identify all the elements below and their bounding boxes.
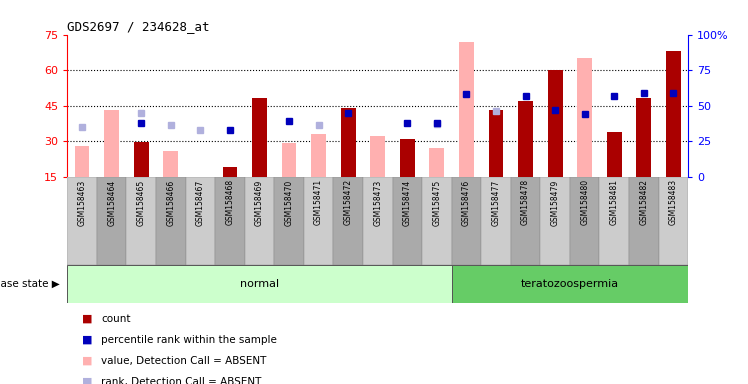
Bar: [393, 177, 422, 265]
Bar: [666, 51, 681, 177]
Bar: [156, 177, 186, 265]
Bar: [341, 108, 355, 177]
Text: GSM158478: GSM158478: [521, 179, 530, 225]
Bar: [245, 177, 275, 265]
Text: GSM158481: GSM158481: [610, 179, 619, 225]
Text: GDS2697 / 234628_at: GDS2697 / 234628_at: [67, 20, 210, 33]
Text: GSM158469: GSM158469: [255, 179, 264, 225]
Bar: [363, 177, 393, 265]
Text: GSM158464: GSM158464: [107, 179, 116, 225]
Text: GSM158466: GSM158466: [166, 179, 175, 225]
Bar: [282, 144, 296, 177]
Text: percentile rank within the sample: percentile rank within the sample: [101, 335, 277, 345]
Text: GSM158471: GSM158471: [314, 179, 323, 225]
Bar: [275, 177, 304, 265]
Text: GSM158467: GSM158467: [196, 179, 205, 225]
Text: GSM158465: GSM158465: [137, 179, 146, 225]
Text: rank, Detection Call = ABSENT: rank, Detection Call = ABSENT: [101, 377, 261, 384]
Bar: [637, 99, 652, 177]
Text: normal: normal: [240, 279, 279, 289]
Bar: [488, 110, 503, 177]
Text: ■: ■: [82, 335, 93, 345]
Text: teratozoospermia: teratozoospermia: [521, 279, 619, 289]
Bar: [540, 177, 570, 265]
Text: ■: ■: [82, 377, 93, 384]
Bar: [223, 167, 237, 177]
Bar: [570, 177, 599, 265]
Text: GSM158476: GSM158476: [462, 179, 471, 225]
Text: GSM158479: GSM158479: [551, 179, 560, 225]
Bar: [658, 177, 688, 265]
Bar: [577, 58, 592, 177]
Bar: [452, 177, 481, 265]
Text: GSM158483: GSM158483: [669, 179, 678, 225]
Text: GSM158475: GSM158475: [432, 179, 441, 225]
Bar: [311, 134, 326, 177]
Bar: [104, 110, 119, 177]
Bar: [215, 177, 245, 265]
Bar: [518, 101, 533, 177]
Text: ■: ■: [82, 356, 93, 366]
Bar: [334, 177, 363, 265]
Bar: [481, 177, 511, 265]
Bar: [452, 265, 688, 303]
Text: GSM158482: GSM158482: [640, 179, 649, 225]
Bar: [459, 42, 473, 177]
Bar: [400, 139, 414, 177]
Bar: [163, 151, 178, 177]
Text: disease state ▶: disease state ▶: [0, 279, 60, 289]
Text: GSM158468: GSM158468: [225, 179, 234, 225]
Bar: [304, 177, 334, 265]
Bar: [511, 177, 540, 265]
Text: count: count: [101, 314, 130, 324]
Bar: [370, 136, 385, 177]
Bar: [75, 146, 90, 177]
Text: GSM158480: GSM158480: [580, 179, 589, 225]
Text: GSM158473: GSM158473: [373, 179, 382, 225]
Text: GSM158474: GSM158474: [403, 179, 412, 225]
Text: value, Detection Call = ABSENT: value, Detection Call = ABSENT: [101, 356, 266, 366]
Bar: [186, 177, 215, 265]
Bar: [548, 70, 562, 177]
Bar: [422, 177, 452, 265]
Bar: [67, 265, 452, 303]
Bar: [252, 99, 267, 177]
Bar: [126, 177, 156, 265]
Bar: [599, 177, 629, 265]
Text: GSM158477: GSM158477: [491, 179, 500, 225]
Text: ■: ■: [82, 314, 93, 324]
Bar: [629, 177, 658, 265]
Bar: [97, 177, 126, 265]
Bar: [67, 177, 97, 265]
Text: GSM158472: GSM158472: [343, 179, 352, 225]
Bar: [134, 142, 149, 177]
Bar: [429, 148, 444, 177]
Text: GSM158463: GSM158463: [78, 179, 87, 225]
Text: GSM158470: GSM158470: [284, 179, 293, 225]
Bar: [607, 132, 622, 177]
Bar: [488, 139, 503, 177]
Bar: [252, 101, 267, 177]
